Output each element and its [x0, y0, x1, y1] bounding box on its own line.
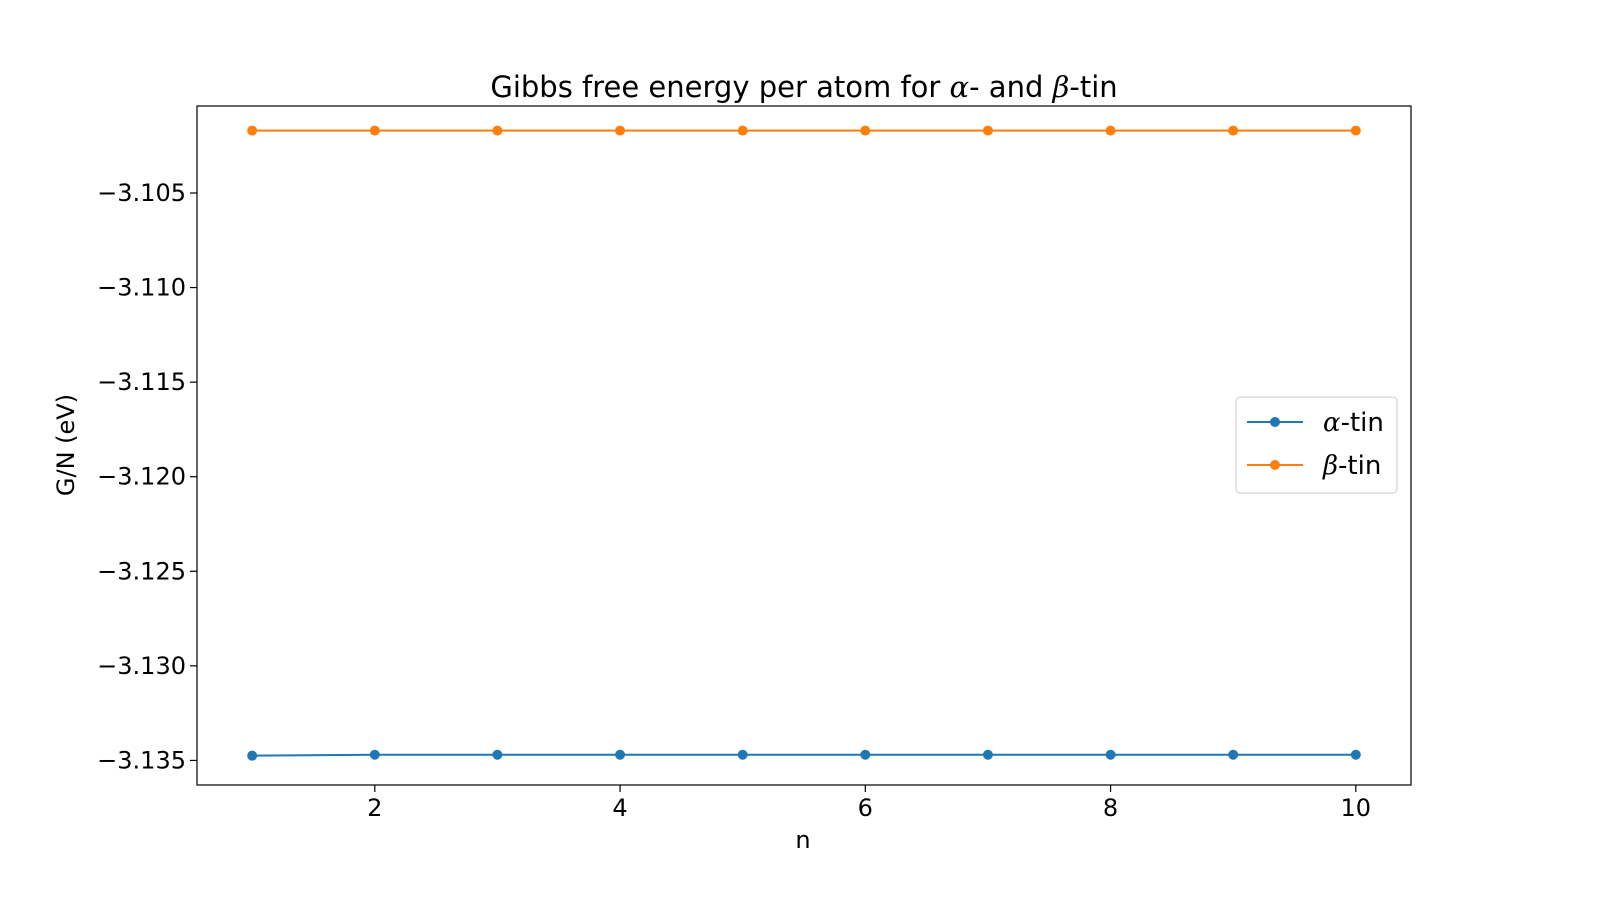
- data-point-beta-tin: [369, 125, 380, 136]
- plot-area: [247, 125, 1361, 761]
- legend: α-tin β-tin: [1235, 396, 1398, 494]
- data-point-beta-tin: [982, 125, 993, 136]
- axes-frame: [196, 105, 1412, 786]
- y-tick-label: −3.135: [97, 746, 186, 774]
- data-point-alpha-tin: [860, 749, 871, 760]
- series-line-alpha-tin: [252, 753, 1356, 757]
- x-tick-label: 10: [1341, 794, 1372, 822]
- legend-label-alpha-tin: α-tin: [1323, 408, 1384, 438]
- data-point-beta-tin: [860, 125, 871, 136]
- data-point-beta-tin: [492, 125, 503, 136]
- x-tick-label: 8: [1103, 794, 1118, 822]
- data-point-alpha-tin: [369, 749, 380, 760]
- x-axis-label: n: [795, 826, 810, 854]
- data-point-beta-tin: [1105, 125, 1116, 136]
- x-tick-label: 6: [858, 794, 873, 822]
- data-point-beta-tin: [737, 125, 748, 136]
- data-point-alpha-tin: [1350, 749, 1361, 760]
- legend-label-beta-tin: β-tin: [1322, 451, 1381, 481]
- data-point-beta-tin: [615, 125, 626, 136]
- y-tick-label: −3.105: [97, 179, 186, 207]
- data-point-beta-tin: [1350, 125, 1361, 136]
- y-tick-label: −3.110: [97, 274, 186, 302]
- data-point-alpha-tin: [615, 749, 626, 760]
- data-point-alpha-tin: [492, 749, 503, 760]
- chart-title: Gibbs free energy per atom for α- and β-…: [490, 70, 1117, 104]
- data-point-alpha-tin: [982, 749, 993, 760]
- legend-marker-beta-tin: [1270, 460, 1280, 470]
- axes: 2 4 6 8 10 −3.135 −3.130 −3.125 −3.120 −3.115 −3.1…: [97, 105, 1412, 822]
- data-point-alpha-tin: [247, 750, 258, 761]
- x-tick-label: 2: [367, 794, 382, 822]
- y-axis-label: G/N (eV): [52, 394, 80, 496]
- x-tick-label: 4: [612, 794, 627, 822]
- data-point-beta-tin: [247, 125, 258, 136]
- y-tick-label: −3.120: [97, 463, 186, 491]
- data-point-alpha-tin: [737, 749, 748, 760]
- y-tick-label: −3.125: [97, 557, 186, 585]
- data-point-beta-tin: [1228, 125, 1239, 136]
- data-point-alpha-tin: [1105, 749, 1116, 760]
- y-tick-label: −3.115: [97, 368, 186, 396]
- y-tick-label: −3.130: [97, 652, 186, 680]
- data-point-alpha-tin: [1228, 749, 1239, 760]
- legend-marker-alpha-tin: [1270, 417, 1280, 427]
